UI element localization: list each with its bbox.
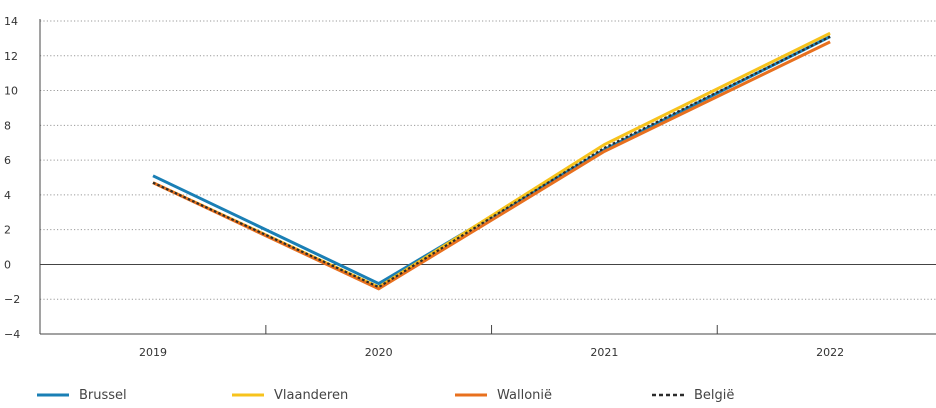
data-series [152, 31, 831, 291]
series-line [152, 40, 831, 291]
legend-label: Brussel [79, 388, 127, 403]
tick-labels: 14 12 10 8 6 4 2 0 −2 −4 2019 2020 2021 2022 [4, 15, 844, 359]
x-tick-label: 2019 [139, 346, 167, 359]
axes [39, 19, 936, 335]
y-tick-label: −2 [4, 293, 20, 306]
legend-label: Wallonië [497, 388, 552, 403]
y-tick-label: −4 [4, 328, 20, 341]
y-tick-label: 10 [4, 85, 18, 98]
legend: Brussel Vlaanderen Wallonië België [37, 388, 734, 403]
y-tick-label: 12 [4, 50, 18, 63]
x-tick-label: 2021 [590, 346, 618, 359]
y-tick-label: 2 [4, 224, 11, 237]
y-tick-label: 8 [4, 119, 11, 132]
x-tick-label: 2022 [816, 346, 844, 359]
series-line [152, 35, 831, 289]
legend-label: Vlaanderen [274, 388, 348, 403]
legend-label: België [694, 388, 734, 403]
y-tick-label: 14 [4, 15, 18, 28]
y-tick-label: 4 [4, 189, 11, 202]
y-tick-label: 0 [4, 258, 11, 271]
grid-lines [40, 20, 936, 300]
x-tick-label: 2020 [365, 346, 393, 359]
y-tick-label: 6 [4, 154, 11, 167]
